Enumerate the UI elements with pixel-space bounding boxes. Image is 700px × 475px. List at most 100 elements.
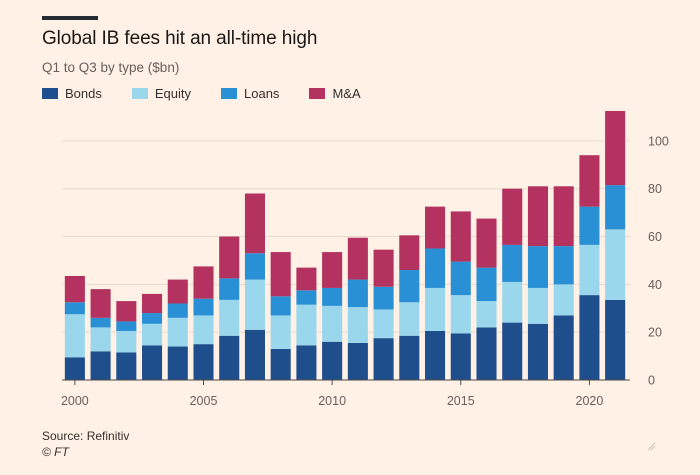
- bar-segment-equity: [296, 304, 317, 346]
- bar-segment-loans: [167, 303, 188, 318]
- bar-segment-loans: [244, 253, 265, 280]
- bar-segment-loans: [579, 206, 600, 245]
- bar-segment-equity: [425, 287, 446, 331]
- bar-segment-equity: [90, 327, 111, 352]
- bar-segment-ma: [425, 206, 446, 249]
- bar-segment-loans: [425, 248, 446, 288]
- bar-segment-equity: [244, 279, 265, 330]
- bar-segment-ma: [605, 110, 626, 186]
- bar-segment-bonds: [425, 330, 446, 380]
- bar-segment-ma: [579, 155, 600, 207]
- bar-segment-bonds: [553, 315, 574, 380]
- bar-segment-bonds: [527, 323, 548, 380]
- bar-segment-equity: [116, 330, 137, 353]
- bar-segment-bonds: [399, 335, 420, 380]
- x-tick-label: 2005: [190, 394, 218, 408]
- bar-segment-bonds: [502, 322, 523, 380]
- bar-segment-ma: [399, 235, 420, 270]
- legend-swatch-ma: [309, 88, 326, 99]
- bar-segment-loans: [90, 317, 111, 328]
- bar-segment-loans: [296, 290, 317, 305]
- legend-label-equity: Equity: [154, 86, 192, 101]
- bar-segment-bonds: [579, 295, 600, 380]
- bar-segment-ma: [142, 293, 163, 314]
- bar-segment-equity: [502, 281, 523, 323]
- x-tick-label: 2020: [576, 394, 604, 408]
- bar-segment-bonds: [90, 351, 111, 380]
- bar-segment-bonds: [244, 329, 265, 380]
- bar-segment-equity: [579, 244, 600, 296]
- x-tick-label: 2015: [447, 394, 475, 408]
- legend-swatch-bonds: [42, 88, 58, 99]
- bar-segment-equity: [527, 287, 548, 324]
- bar-segment-equity: [373, 309, 394, 339]
- bar-segment-ma: [527, 186, 548, 247]
- bar-segment-equity: [142, 323, 163, 346]
- header-rule: [42, 16, 98, 20]
- bar-segment-bonds: [322, 341, 343, 380]
- legend-swatch-loans: [221, 88, 238, 99]
- bar-segment-ma: [373, 249, 394, 287]
- bar-segment-bonds: [296, 345, 317, 380]
- bar-segment-bonds: [270, 348, 291, 380]
- resize-handle-icon: [647, 442, 656, 451]
- bar-segment-bonds: [64, 357, 85, 380]
- bar-segment-ma: [322, 252, 343, 288]
- chart-legend: Bonds Equity Loans M&A: [42, 86, 391, 101]
- bar-segment-loans: [450, 261, 471, 296]
- chart-subtitle: Q1 to Q3 by type ($bn): [42, 60, 180, 75]
- y-tick-label: 100: [648, 134, 669, 148]
- bar-segment-ma: [167, 279, 188, 304]
- legend-label-loans: Loans: [244, 86, 280, 101]
- bar-segment-ma: [450, 211, 471, 262]
- bar-segment-equity: [347, 307, 368, 343]
- bar-segment-loans: [373, 286, 394, 310]
- bar-segment-equity: [476, 301, 497, 328]
- y-tick-label: 0: [648, 374, 655, 388]
- legend-item-equity: Equity: [131, 86, 192, 101]
- y-tick-label: 40: [648, 278, 662, 292]
- bar-segment-equity: [167, 317, 188, 347]
- bar-segment-equity: [553, 284, 574, 316]
- bar-segment-loans: [527, 246, 548, 288]
- bar-segment-ma: [64, 275, 85, 303]
- bar-segment-loans: [476, 267, 497, 302]
- bar-segment-loans: [64, 302, 85, 315]
- bar-segment-loans: [193, 298, 214, 316]
- bar-segment-ma: [476, 218, 497, 268]
- bar-segment-loans: [116, 321, 137, 331]
- bar-segment-bonds: [142, 345, 163, 380]
- bar-segment-bonds: [347, 342, 368, 380]
- bar-segment-bonds: [167, 346, 188, 380]
- x-tick-label: 2000: [61, 394, 89, 408]
- bar-segment-equity: [270, 315, 291, 349]
- bar-segment-ma: [553, 186, 574, 247]
- chart-title: Global IB fees hit an all-time high: [42, 28, 318, 49]
- x-tick-label: 2010: [318, 394, 346, 408]
- bar-segment-ma: [244, 193, 265, 254]
- bar-segment-loans: [605, 185, 626, 230]
- bar-segment-loans: [270, 296, 291, 316]
- y-tick-label: 60: [648, 230, 662, 244]
- bar-segment-ma: [90, 289, 111, 318]
- legend-item-ma: M&A: [309, 86, 361, 101]
- bar-segment-bonds: [450, 333, 471, 380]
- bar-segment-ma: [270, 252, 291, 297]
- legend-item-bonds: Bonds: [42, 86, 102, 101]
- bar-segment-loans: [219, 278, 240, 300]
- bar-segment-bonds: [476, 327, 497, 380]
- bar-segment-loans: [322, 287, 343, 306]
- bar-segment-equity: [64, 314, 85, 358]
- bar-segment-ma: [296, 267, 317, 291]
- bar-segment-ma: [219, 236, 240, 279]
- legend-item-loans: Loans: [221, 86, 279, 101]
- bar-segment-equity: [322, 305, 343, 342]
- bar-segment-ma: [502, 188, 523, 245]
- bar-segment-bonds: [193, 344, 214, 380]
- bar-segment-bonds: [219, 335, 240, 380]
- bar-segment-equity: [399, 302, 420, 336]
- bar-segment-ma: [116, 301, 137, 322]
- bar-segment-ma: [193, 266, 214, 299]
